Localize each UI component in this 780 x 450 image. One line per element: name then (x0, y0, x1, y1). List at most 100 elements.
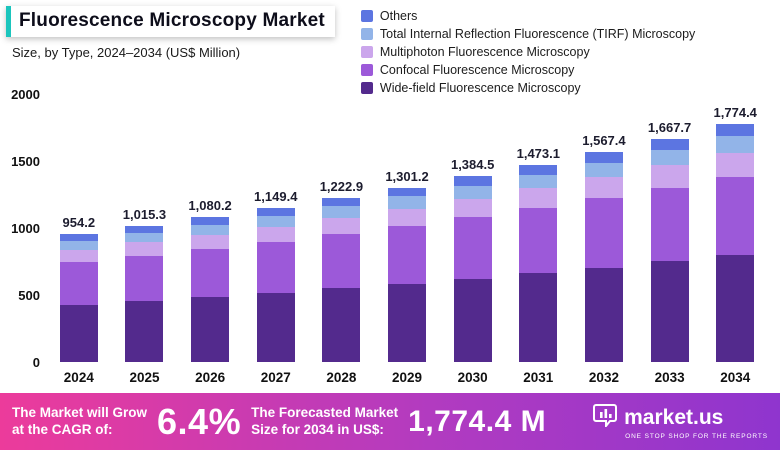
bar-segment[interactable] (125, 226, 164, 233)
y-tick-label: 1500 (11, 154, 40, 169)
bar-segment[interactable] (519, 188, 558, 209)
x-axis-label: 2028 (326, 369, 357, 385)
bar-total-label: 1,473.1 (516, 145, 560, 161)
bar-group-2034: 1,774.4 2034 (702, 94, 768, 392)
bar-total-label: 1,222.9 (319, 179, 364, 195)
bar-segment[interactable] (256, 215, 295, 227)
bar-segment[interactable] (388, 226, 427, 284)
bar-segment[interactable] (191, 234, 230, 250)
bar-segment[interactable] (650, 165, 689, 188)
title-box: Fluorescence Microscopy Market (6, 6, 335, 37)
bar-segment[interactable] (322, 217, 361, 235)
bar-segment[interactable] (650, 261, 689, 362)
chart-legend: Others Total Internal Reflection Fluoresc… (360, 6, 695, 99)
bar-segment[interactable] (59, 249, 98, 263)
x-axis-label: 2034 (720, 369, 751, 385)
bar-stack[interactable] (59, 234, 98, 362)
bar-segment[interactable] (59, 262, 98, 305)
legend-item: Total Internal Reflection Fluorescence (… (360, 27, 695, 41)
bar-segment[interactable] (125, 255, 164, 301)
legend-item: Wide-field Fluorescence Microscopy (360, 81, 695, 95)
legend-swatch-icon (360, 10, 373, 22)
x-axis-label: 2025 (129, 369, 160, 385)
bar-stack[interactable] (256, 208, 295, 362)
y-tick-label: 0 (32, 355, 40, 370)
legend-label: Confocal Fluorescence Microscopy (379, 63, 575, 77)
plot-area: 954.2 2024 1,015.3 2025 1,080.2 2026 1,149.4 20… (46, 94, 768, 392)
bar-segment[interactable] (716, 176, 755, 255)
bar-segment[interactable] (322, 198, 361, 207)
bar-stack[interactable] (453, 176, 492, 362)
bar-segment[interactable] (584, 152, 623, 163)
bar-segment[interactable] (322, 234, 361, 289)
bar-stack[interactable] (191, 217, 230, 362)
bar-segment[interactable] (191, 224, 230, 235)
bar-segment[interactable] (584, 198, 623, 268)
x-axis-label: 2032 (588, 369, 619, 385)
bar-segment[interactable] (716, 136, 755, 153)
bar-segment[interactable] (256, 226, 295, 242)
bar-segment[interactable] (191, 249, 230, 297)
bar-stack[interactable] (716, 124, 755, 362)
bar-segment[interactable] (125, 300, 164, 362)
bar-segment[interactable] (388, 283, 427, 362)
chat-bubble-chart-icon (593, 403, 619, 432)
bar-total-label: 1,080.2 (188, 198, 232, 214)
x-axis-label: 2031 (523, 369, 554, 385)
bar-total-label: 1,015.3 (122, 207, 167, 223)
bar-segment[interactable] (388, 187, 427, 197)
bar-segment[interactable] (716, 152, 755, 177)
chart-header: Fluorescence Microscopy Market Size, by … (0, 0, 780, 95)
forecast-label: The Forecasted Market Size for 2034 in U… (251, 405, 399, 437)
bar-stack[interactable] (650, 138, 689, 362)
bar-segment[interactable] (453, 278, 492, 362)
bar-group-2028: 1,222.9 2028 (309, 94, 375, 392)
bar-stack[interactable] (519, 164, 558, 362)
bar-segment[interactable] (519, 174, 558, 189)
forecast-value: 1,774.4 M (408, 404, 547, 438)
bar-segment[interactable] (584, 162, 623, 178)
bar-segment[interactable] (59, 304, 98, 362)
bar-group-2025: 1,015.3 2025 (112, 94, 178, 392)
bar-segment[interactable] (453, 198, 492, 218)
bar-total-label: 1,149.4 (254, 189, 298, 205)
bar-segment[interactable] (453, 185, 492, 199)
chart-area: 0 500 1000 1500 2000 954.2 2024 1,015.3 2025 1,0… (0, 87, 780, 392)
bar-segment[interactable] (256, 241, 295, 293)
bar-segment[interactable] (388, 208, 427, 226)
bar-segment[interactable] (125, 232, 164, 243)
bottom-banner: The Market will Grow at the CAGR of: 6.4… (0, 393, 780, 450)
brand-logo[interactable]: market.us ONE STOP SHOP FOR THE REPORTS (593, 403, 768, 440)
bar-stack[interactable] (322, 198, 361, 362)
bar-segment[interactable] (256, 292, 295, 362)
bar-segment[interactable] (584, 267, 623, 362)
bar-total-label: 1,301.2 (385, 168, 429, 184)
bar-segment[interactable] (453, 176, 492, 186)
bar-segment[interactable] (191, 296, 230, 362)
legend-item: Multiphoton Fluorescence Microscopy (360, 45, 695, 59)
bar-segment[interactable] (322, 206, 361, 218)
bar-segment[interactable] (388, 196, 427, 209)
bar-segment[interactable] (650, 138, 689, 150)
bar-segment[interactable] (716, 255, 755, 362)
bar-segment[interactable] (519, 208, 558, 274)
bar-segment[interactable] (256, 208, 295, 216)
x-axis-label: 2024 (63, 369, 94, 385)
y-tick-label: 500 (18, 288, 40, 303)
bar-segment[interactable] (650, 149, 689, 166)
bar-segment[interactable] (59, 234, 98, 241)
bar-segment[interactable] (322, 288, 361, 362)
bar-stack[interactable] (584, 152, 623, 362)
bar-stack[interactable] (125, 226, 164, 362)
bar-segment[interactable] (125, 242, 164, 256)
bar-segment[interactable] (191, 217, 230, 225)
bar-segment[interactable] (59, 240, 98, 250)
bar-segment[interactable] (716, 124, 755, 137)
legend-swatch-icon (360, 64, 373, 76)
bar-segment[interactable] (519, 273, 558, 362)
bar-stack[interactable] (388, 187, 427, 362)
bar-segment[interactable] (650, 187, 689, 262)
bar-segment[interactable] (519, 164, 558, 175)
bar-segment[interactable] (453, 217, 492, 279)
bar-segment[interactable] (584, 177, 623, 199)
